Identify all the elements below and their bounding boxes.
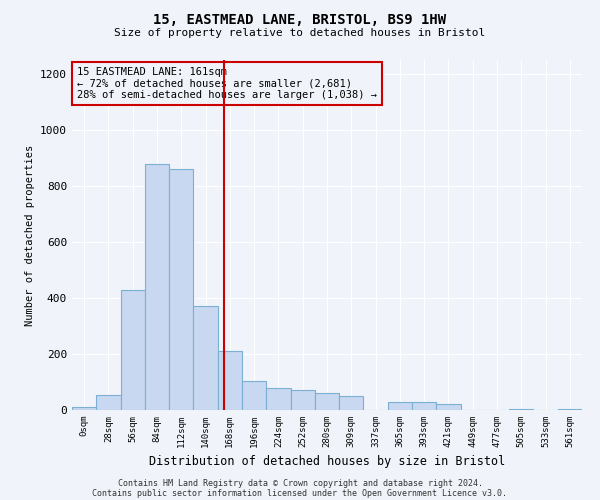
Bar: [169, 169, 193, 410]
Bar: [388, 402, 412, 410]
Bar: [193, 306, 218, 410]
Bar: [558, 408, 582, 410]
Bar: [290, 390, 315, 410]
Text: Contains public sector information licensed under the Open Government Licence v3: Contains public sector information licen…: [92, 488, 508, 498]
Bar: [218, 351, 242, 410]
Bar: [339, 396, 364, 410]
Bar: [96, 394, 121, 410]
Text: 15 EASTMEAD LANE: 161sqm
← 72% of detached houses are smaller (2,681)
28% of sem: 15 EASTMEAD LANE: 161sqm ← 72% of detach…: [77, 67, 377, 100]
Text: Contains HM Land Registry data © Crown copyright and database right 2024.: Contains HM Land Registry data © Crown c…: [118, 478, 482, 488]
Text: Size of property relative to detached houses in Bristol: Size of property relative to detached ho…: [115, 28, 485, 38]
Bar: [242, 380, 266, 410]
X-axis label: Distribution of detached houses by size in Bristol: Distribution of detached houses by size …: [149, 456, 505, 468]
Bar: [72, 407, 96, 410]
Bar: [145, 164, 169, 410]
Bar: [315, 393, 339, 410]
Bar: [436, 404, 461, 410]
Y-axis label: Number of detached properties: Number of detached properties: [25, 144, 35, 326]
Text: 15, EASTMEAD LANE, BRISTOL, BS9 1HW: 15, EASTMEAD LANE, BRISTOL, BS9 1HW: [154, 12, 446, 26]
Bar: [266, 388, 290, 410]
Bar: [509, 408, 533, 410]
Bar: [412, 402, 436, 410]
Bar: [121, 290, 145, 410]
